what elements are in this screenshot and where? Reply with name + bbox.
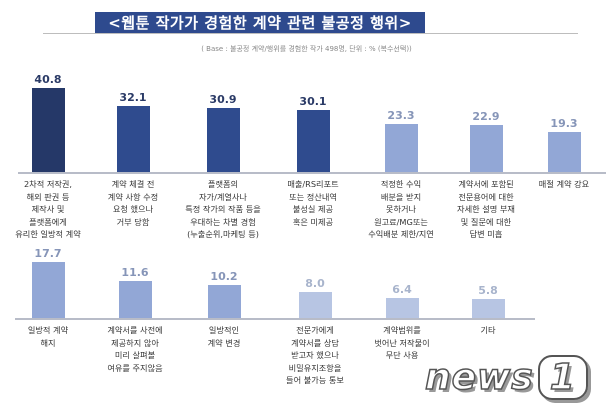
category-label: 매출/RS리포트 또는 정산내역 불성실 제공 혹은 미제공: [287, 179, 339, 227]
bar: [548, 132, 581, 172]
category-label: 계약서를 사전에 제공하지 않아 미리 살펴볼 여유를 주지않음: [107, 325, 163, 373]
bar: [297, 110, 330, 172]
bar: [386, 298, 419, 318]
chart-subtitle: ( Base : 불공정 계약/행위를 경험한 작가 498명, 단위 : % …: [201, 45, 412, 53]
bar: [472, 299, 505, 318]
category-label: 2차적 저작권, 해외 판권 등 제작사 및 플랫폼에게 유리한 일방적 계약: [15, 179, 81, 239]
value-label: 19.3: [550, 117, 578, 130]
title-underline: [43, 33, 578, 34]
value-label: 23.3: [387, 109, 415, 122]
value-label: 30.1: [299, 95, 327, 108]
category-label: 기타: [480, 325, 496, 335]
value-label: 6.4: [392, 283, 412, 296]
value-label: 11.6: [121, 266, 149, 279]
category-label: 전문가에게 계약서를 상담 받고자 했으나 비밀유지조항을 들어 불가능 통보: [286, 325, 344, 385]
axis-row-2: [15, 318, 535, 320]
value-label: 17.7: [34, 247, 62, 260]
axis-row-1: [18, 172, 606, 174]
logo-digit: 1: [537, 355, 588, 400]
news1-logo: news 1: [424, 355, 588, 400]
category-label: 매절 계약 강요: [538, 179, 590, 189]
category-label: 플랫폼의 자가/계열사나 특정 작가의 작품 등을 우대하는 차별 경험 (누출…: [185, 179, 261, 239]
category-label: 적정한 수익 배분을 받지 못하거나 원고료/MG또는 수익배분 제한/지연: [368, 179, 434, 239]
category-label: 계약서에 포함된 전문용어에 대한 자세한 설명 부재 및 질문에 대한 답변 …: [457, 179, 515, 239]
category-label: 일방적 계약 해지: [27, 325, 69, 348]
value-label: 22.9: [472, 110, 500, 123]
value-label: 40.8: [34, 73, 62, 86]
bar: [119, 281, 152, 318]
category-label: 계약범위를 벗어난 저작물이 무단 사용: [374, 325, 430, 360]
value-label: 32.1: [119, 91, 147, 104]
bar: [385, 124, 418, 172]
bar: [207, 108, 240, 172]
bar: [32, 88, 65, 172]
category-label: 계약 체결 전 계약 사항 수정 요청 했으나 거부 당함: [107, 179, 159, 227]
value-label: 30.9: [209, 93, 237, 106]
value-label: 10.2: [210, 270, 238, 283]
bar: [299, 292, 332, 318]
bar: [208, 285, 241, 318]
bar: [32, 262, 65, 318]
bar: [117, 106, 150, 172]
category-label: 일방적인 계약 변경: [207, 325, 241, 348]
value-label: 8.0: [305, 277, 325, 290]
value-label: 5.8: [478, 284, 498, 297]
bar: [470, 125, 503, 172]
chart-title: <웹툰 작가가 경험한 계약 관련 불공정 행위>: [95, 12, 425, 34]
